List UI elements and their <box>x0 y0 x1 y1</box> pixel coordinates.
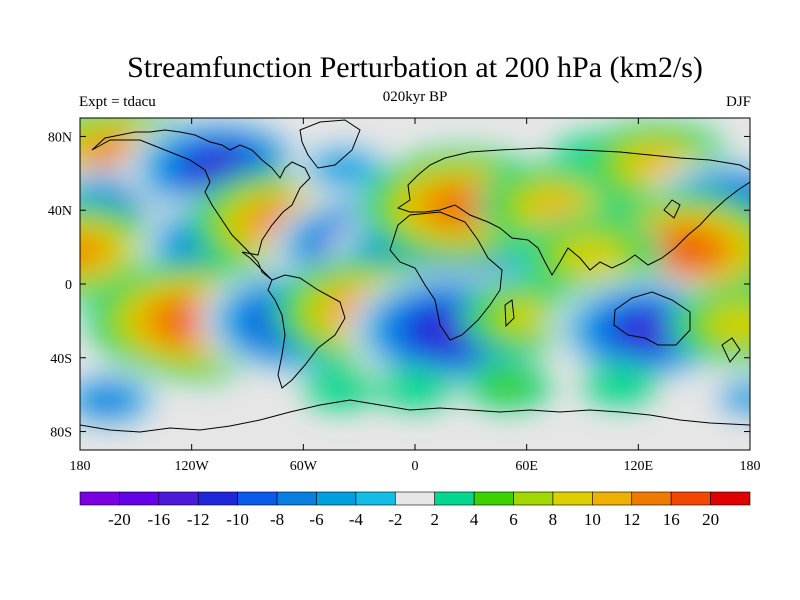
colorbar-swatch <box>316 491 357 506</box>
contour-band <box>719 312 750 337</box>
contour-field <box>80 118 750 450</box>
anomaly-center-26 <box>374 366 456 413</box>
contour-band <box>533 194 576 219</box>
x-tick-label: 180 <box>740 459 761 474</box>
contour-band <box>635 152 678 177</box>
season-label: DJF <box>725 94 751 110</box>
y-tick-label: 0 <box>65 278 72 293</box>
colorbar-swatch <box>631 491 672 506</box>
colorbar-label: 20 <box>702 510 719 529</box>
contour-band <box>200 156 239 179</box>
colorbar-label: 16 <box>663 510 680 529</box>
contour-band <box>504 304 549 331</box>
anomaly-center-24 <box>667 282 750 367</box>
colorbar-label: -16 <box>147 510 170 529</box>
colorbar-swatch <box>276 491 317 506</box>
colorbar-label: 12 <box>623 510 640 529</box>
colorbar-label: -12 <box>187 510 210 529</box>
contour-band <box>590 368 650 403</box>
colorbar-label: 4 <box>470 510 479 529</box>
contour-band <box>80 239 100 263</box>
coast-south-america <box>267 274 346 389</box>
contour-band <box>442 195 481 218</box>
x-tick-label: 120E <box>624 459 654 474</box>
x-tick-label: 60W <box>290 459 318 474</box>
contour-band <box>666 240 704 262</box>
anomaly-center-28 <box>579 362 661 409</box>
y-tick-label: 80N <box>48 130 72 145</box>
coast-new-zealand <box>721 337 741 363</box>
contour-band <box>480 369 536 402</box>
colorbar-label: 2 <box>430 510 439 529</box>
coast-europe-asia <box>396 147 750 277</box>
anomaly-center-17 <box>80 364 171 436</box>
coast-japan <box>663 199 681 219</box>
contour-band <box>310 372 371 407</box>
colorbar-label: -20 <box>108 510 131 529</box>
x-tick-label: 60E <box>515 459 538 474</box>
contour-band <box>385 372 445 407</box>
colorbar-label: -4 <box>349 510 364 529</box>
y-tick-label: 40S <box>50 352 72 367</box>
colorbar-swatch <box>434 491 475 506</box>
map-axes: 180 120W 60W 0 60E 120E 180 80N 40N 0 40S 80S <box>48 118 761 474</box>
anomaly-center-25 <box>300 366 381 413</box>
contour-band <box>84 386 132 414</box>
colorbar-swatch <box>355 491 396 506</box>
anomaly-center-29 <box>698 368 750 429</box>
coast-greenland <box>299 119 361 169</box>
colorbar-label: 10 <box>584 510 601 529</box>
experiment-label: Expt = tdacu <box>79 94 156 110</box>
colorbar-swatch <box>473 491 514 506</box>
coast-antarctica <box>80 399 750 433</box>
colorbar-swatch <box>119 491 160 506</box>
x-tick-label: 0 <box>412 459 419 474</box>
chart-title: Streamfunction Perturbation at 200 hPa (… <box>127 51 703 84</box>
coast-north-america <box>91 129 311 281</box>
colorbar-swatch <box>394 491 436 506</box>
colorbar-label: 6 <box>509 510 518 529</box>
colorbar-swatch <box>552 491 593 506</box>
anomaly-center-27 <box>461 358 555 412</box>
colorbar-swatch <box>670 491 711 506</box>
contour-band <box>319 153 369 182</box>
y-tick-label: 80S <box>50 426 72 441</box>
colorbar-swatch <box>197 491 238 506</box>
contour-band <box>724 383 750 413</box>
colorbar-label: -10 <box>226 510 249 529</box>
contour-band <box>628 319 667 342</box>
colorbar-label: -8 <box>270 510 284 529</box>
colorbar-swatch <box>158 491 199 506</box>
colorbar-swatch <box>513 491 554 506</box>
coast-madagascar <box>504 299 515 328</box>
coastlines <box>80 119 750 433</box>
coast-africa <box>389 211 503 341</box>
colorbar-swatch <box>592 491 633 506</box>
colorbar-swatch <box>79 491 120 506</box>
contour-band <box>570 243 614 269</box>
x-tick-label: 180 <box>70 459 91 474</box>
colorbar-swatch <box>237 491 278 506</box>
colorbar-label: 8 <box>549 510 558 529</box>
colorbar-label: -2 <box>388 510 402 529</box>
y-tick-label: 40N <box>48 204 72 219</box>
colorbar: -20 -16 -12 -10 -8 -6 -4 -2 2 4 6 8 10 12 16 20 <box>79 491 751 529</box>
coast-australia <box>613 291 691 346</box>
x-tick-label: 120W <box>175 459 210 474</box>
colorbar-label: -6 <box>309 510 323 529</box>
time-label: 020kyr BP <box>382 89 448 105</box>
colorbar-swatch <box>710 491 751 506</box>
